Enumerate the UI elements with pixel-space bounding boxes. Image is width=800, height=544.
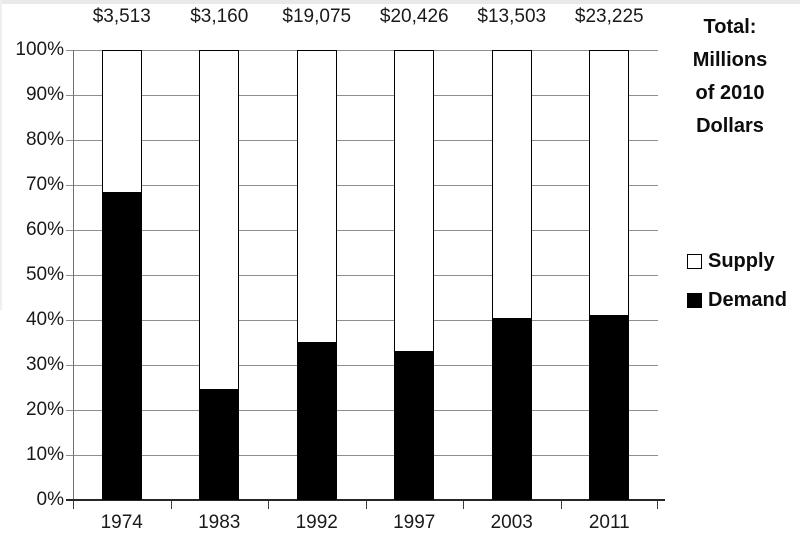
y-tick-label-70%: 70% <box>25 174 64 195</box>
x-axis-line <box>66 499 665 501</box>
total-units-note: Total: Millions of 2010 Dollars <box>663 11 797 143</box>
legend-item-demand: Demand <box>687 289 787 312</box>
total-label-1974: $3,513 <box>92 6 151 27</box>
x-label-1997: 1997 <box>393 512 436 533</box>
gridline-70% <box>66 185 658 186</box>
gridline-100% <box>66 50 658 51</box>
legend-swatch-demand <box>687 293 702 308</box>
y-tick-label-90%: 90% <box>25 84 64 105</box>
y-tick-label-30%: 30% <box>25 354 64 375</box>
x-axis-tick <box>73 501 74 509</box>
plot-area <box>66 50 665 509</box>
y-tick-label-100%: 100% <box>15 39 64 60</box>
bar-demand-segment-1992 <box>298 342 336 499</box>
bar-demand-segment-2003 <box>493 317 531 499</box>
x-axis-tick <box>268 501 269 509</box>
total-label-1983: $3,160 <box>190 6 249 27</box>
x-label-2003: 2003 <box>490 512 533 533</box>
gridline-40% <box>66 320 658 321</box>
bar-demand-segment-2011 <box>590 315 628 499</box>
x-axis-tick <box>463 501 464 509</box>
bar-1997 <box>394 50 434 500</box>
legend-label-demand: Demand <box>708 289 787 311</box>
bar-1992 <box>297 50 337 500</box>
gridline-60% <box>66 230 658 231</box>
x-label-1974: 1974 <box>100 512 143 533</box>
total-label-2003: $13,503 <box>477 6 547 27</box>
x-axis-tick <box>366 501 367 509</box>
total-label-1992: $19,075 <box>282 6 352 27</box>
gridline-30% <box>66 365 658 366</box>
y-tick-label-40%: 40% <box>25 309 64 330</box>
x-axis-tick <box>171 501 172 509</box>
gridline-20% <box>66 410 658 411</box>
bar-1974 <box>102 50 142 500</box>
total-note-line: Millions <box>692 49 768 71</box>
x-label-1992: 1992 <box>295 512 338 533</box>
y-axis-line <box>73 50 74 501</box>
total-label-2011: $23,225 <box>574 6 644 27</box>
total-note-line: of 2010 <box>695 82 765 104</box>
gridline-50% <box>66 275 658 276</box>
total-note-line: Dollars <box>696 115 764 137</box>
bar-demand-segment-1997 <box>395 351 433 499</box>
y-axis-labels: 100% 90% 80% 70% 60% 50% 40% 30% 20% 10% 0% <box>0 39 64 510</box>
y-tick-label-60%: 60% <box>25 219 64 240</box>
x-axis-tick <box>561 501 562 509</box>
bar-1983 <box>199 50 239 500</box>
total-label-1997: $20,426 <box>379 6 449 27</box>
y-tick-label-50%: 50% <box>25 264 64 285</box>
bar-2003 <box>492 50 532 500</box>
screenshot-left-edge <box>0 0 2 310</box>
screenshot-top-edge <box>0 0 800 4</box>
y-tick-label-10%: 10% <box>25 444 64 465</box>
gridline-90% <box>66 95 658 96</box>
legend: Supply Demand <box>687 250 787 328</box>
bar-demand-segment-1974 <box>103 192 141 499</box>
legend-label-supply: Supply <box>708 250 775 272</box>
legend-item-supply: Supply <box>687 250 787 273</box>
x-label-1983: 1983 <box>198 512 241 533</box>
y-tick-label-20%: 20% <box>25 399 64 420</box>
x-axis-tick <box>657 501 658 509</box>
x-label-2011: 2011 <box>588 512 630 533</box>
legend-swatch-supply <box>687 254 702 269</box>
gridline-10% <box>66 455 658 456</box>
y-tick-label-0%: 0% <box>36 489 64 510</box>
gridline-80% <box>66 140 658 141</box>
y-tick-label-80%: 80% <box>25 129 64 150</box>
bar-demand-segment-1983 <box>200 389 238 499</box>
bar-2011 <box>589 50 629 500</box>
total-note-line: Total: <box>703 16 757 38</box>
